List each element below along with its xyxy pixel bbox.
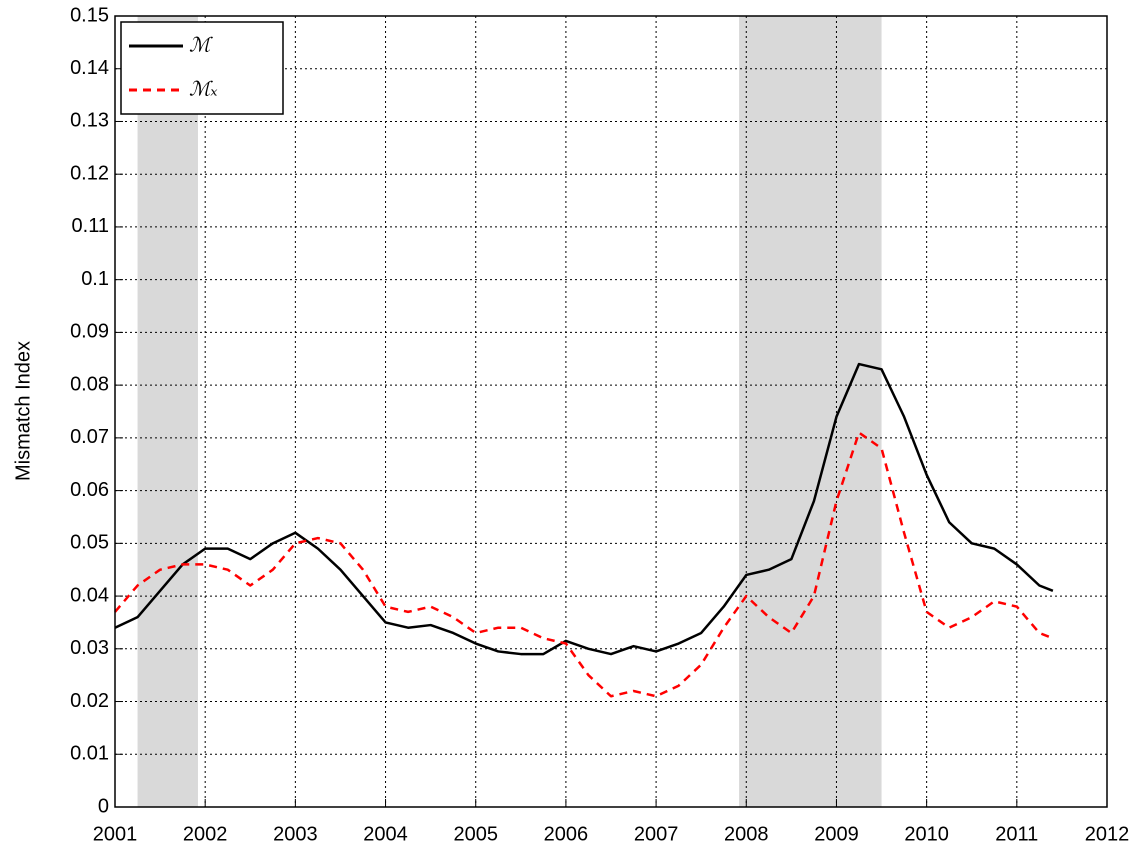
x-tick-label: 2008 — [724, 823, 769, 845]
legend-label: ℳₓ — [189, 77, 218, 101]
y-tick-label: 0.13 — [70, 110, 109, 132]
y-tick-label: 0 — [98, 795, 109, 817]
plot-frame — [114, 15, 1108, 808]
y-tick-label: 0.01 — [70, 743, 109, 765]
legend-box — [120, 21, 284, 115]
x-tick-label: 2010 — [904, 823, 949, 845]
shaded-region — [739, 16, 882, 807]
y-axis-label: Mismatch Index — [12, 341, 34, 481]
legend-label: ℳ — [189, 33, 213, 57]
y-tick-label: 0.04 — [70, 584, 109, 606]
series-line — [114, 362, 1054, 656]
y-tick-label: 0.06 — [70, 479, 109, 501]
x-tick-label: 2006 — [544, 823, 589, 845]
series-line — [114, 431, 1054, 698]
x-tick-label: 2011 — [995, 823, 1038, 845]
y-tick-label: 0.05 — [70, 532, 109, 554]
y-tick-label: 0.1 — [81, 268, 109, 290]
y-tick-label: 0.14 — [70, 57, 109, 79]
x-tick-label: 2004 — [363, 823, 408, 845]
x-tick-label: 2002 — [183, 823, 228, 845]
y-tick-label: 0.02 — [70, 690, 109, 712]
y-tick-label: 0.03 — [70, 637, 109, 659]
y-tick-label: 0.07 — [70, 426, 109, 448]
x-tick-label: 2012 — [1085, 823, 1130, 845]
y-tick-label: 0.09 — [70, 321, 109, 343]
shaded-region — [137, 16, 198, 807]
legend: ℳ ℳₓ — [120, 21, 284, 115]
y-tick-label: 0.12 — [70, 162, 109, 184]
plot-background — [115, 16, 1107, 807]
x-tick-label: 2007 — [634, 823, 679, 845]
y-tick-label: 0.08 — [70, 373, 109, 395]
x-tick-label: 2005 — [453, 823, 498, 845]
x-tick-label: 2001 — [93, 823, 138, 845]
x-tick-label: 2009 — [814, 823, 859, 845]
y-tick-label: 0.15 — [70, 4, 109, 26]
x-tick-label: 2003 — [273, 823, 318, 845]
y-tick-label: 0.11 — [72, 215, 109, 237]
